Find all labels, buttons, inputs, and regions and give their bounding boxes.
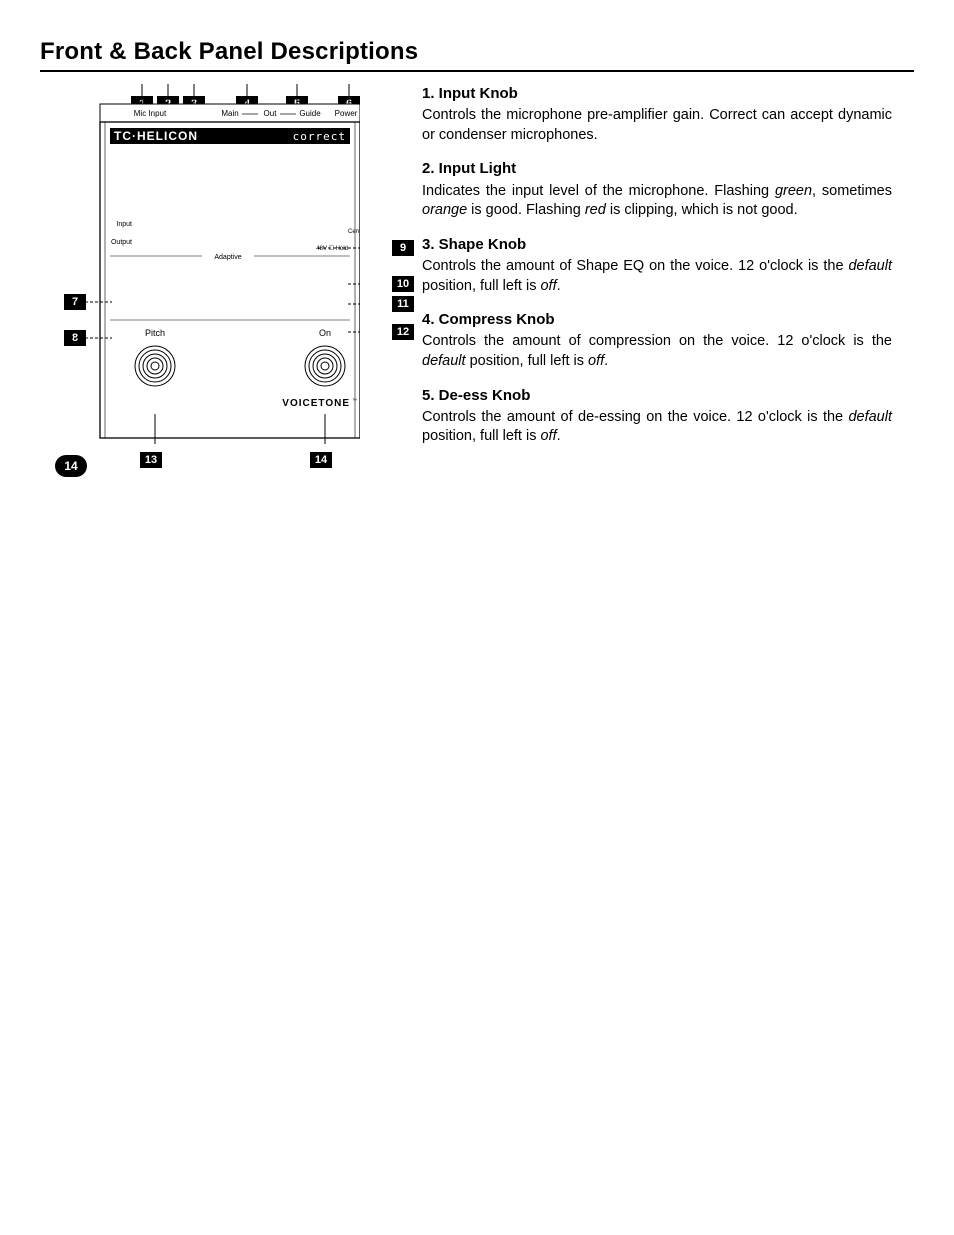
label-power: Power [335,109,358,118]
wordmark-tm: ™ [352,398,357,404]
callout-11: 11 [392,296,414,312]
description-section: 5. De-ess KnobControls the amount of de-… [422,386,892,447]
descriptions-column: 1. Input KnobControls the microphone pre… [422,84,892,461]
brand-text: TC·HELICON [114,129,198,143]
footswitch-right-label: On [319,328,331,338]
description-section: 2. Input Light Indicates the input level … [422,159,892,220]
page-title: Front & Back Panel Descriptions [40,38,914,66]
description-section: 1. Input KnobControls the microphone pre… [422,84,892,145]
label-out: Out [264,109,278,118]
adaptive-label: Adaptive [214,254,241,261]
label-guide: Guide [299,109,321,118]
description-heading: 5. De-ess Knob [422,386,892,406]
meter-input-label: Input [116,221,132,228]
callout-9: 9 [392,240,414,256]
description-body: Indicates the input level of the microph… [422,182,892,221]
callout-14: 14 [310,452,332,468]
description-body: Controls the amount of de-essing on the … [422,408,892,447]
meter-unit: Cents [348,229,360,235]
callout-13: 13 [140,452,162,468]
page-number-badge: 14 [55,455,87,477]
wordmark: VOICETONE [282,398,350,409]
label-main: Main [221,109,238,118]
description-heading: 3. Shape Knob [422,235,892,255]
description-body: Controls the amount of compression on th… [422,332,892,371]
product-text: correct [293,130,346,143]
footswitch-left-label: Pitch [145,328,165,338]
meter-output-label: Output [111,239,132,246]
callout-12: 12 [392,324,414,340]
device-diagram: Mic Input Main Out Guide Power [70,84,360,444]
description-heading: 1. Input Knob [422,84,892,104]
description-section: 3. Shape KnobControls the amount of Shap… [422,235,892,296]
title-rule [40,70,914,72]
description-heading: 4. Compress Knob [422,310,892,330]
description-body: Controls the microphone pre-amplifier ga… [422,106,892,145]
description-heading: 2. Input Light [422,159,892,179]
label-mic-input: Mic Input [134,109,167,118]
callout-10: 10 [392,276,414,292]
diagram-column: 1 2 3 4 5 6 7 8 9 10 11 12 13 14 [40,84,400,461]
description-body: Controls the amount of Shape EQ on the v… [422,257,892,296]
description-section: 4. Compress KnobControls the amount of c… [422,310,892,371]
